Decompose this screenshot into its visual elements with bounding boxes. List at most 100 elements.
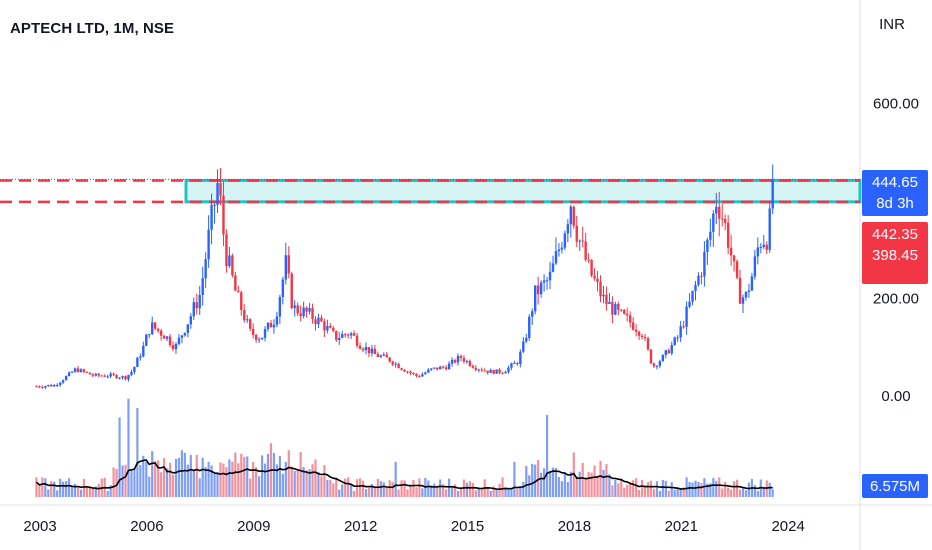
candle-body [528, 316, 531, 338]
volume-bar [201, 457, 204, 497]
candle-body [263, 329, 267, 338]
volume-bar [216, 472, 219, 497]
candle-body [519, 351, 522, 365]
volume-bar [44, 478, 47, 497]
candle-body [483, 370, 486, 372]
candle-body [76, 368, 80, 373]
volume-bar [421, 488, 424, 497]
candle-body [545, 280, 549, 282]
level-price-label-text: 398.45 [872, 247, 918, 264]
candle-body [548, 271, 552, 281]
candle-body [64, 376, 68, 381]
candle-body [341, 334, 344, 338]
volume-bar [79, 489, 83, 497]
volume-bar [382, 482, 385, 497]
candle-body [649, 349, 653, 364]
volume-bar [658, 490, 661, 497]
volume-bar [548, 470, 552, 497]
candle-body [302, 307, 305, 317]
volume-bar [700, 483, 703, 497]
volume-bar [228, 459, 231, 497]
volume-bar [477, 487, 480, 497]
volume-bar [38, 484, 41, 497]
candle-body [61, 380, 65, 383]
candle-body [533, 285, 537, 312]
volume-bar [255, 467, 258, 497]
candle-body [311, 308, 314, 320]
candle-body [747, 290, 751, 292]
candle-body [590, 259, 593, 276]
candle-body [623, 309, 626, 314]
candle-body [246, 319, 249, 321]
volume-bar [41, 477, 44, 497]
volume-bar [293, 470, 296, 497]
volume-bar [347, 477, 350, 497]
volume-bar [706, 483, 709, 497]
candle-body [605, 294, 608, 304]
candle-body [100, 375, 103, 377]
volume-bar [545, 415, 549, 497]
candle-body [79, 369, 83, 373]
candle-body [578, 240, 581, 242]
volume-bar [76, 488, 80, 497]
volume-bar [409, 485, 412, 497]
volume-bar [189, 454, 192, 497]
volume-bar [106, 491, 109, 497]
candle-body [421, 374, 424, 377]
volume-bar [747, 482, 751, 497]
candle-body [385, 354, 388, 358]
candle-body [682, 326, 685, 328]
candle-body [628, 315, 632, 323]
volume-bar [240, 453, 243, 497]
volume-bar [243, 456, 246, 497]
candle-body [192, 302, 195, 317]
volume-bar [112, 467, 115, 497]
candle-body [480, 369, 483, 371]
x-tick-label: 2015 [451, 518, 484, 535]
candle-body [608, 301, 611, 304]
candle-body [47, 384, 50, 387]
volume-bar [53, 481, 56, 497]
candle-body [516, 362, 519, 365]
volume-bar [721, 488, 724, 497]
candle-body [474, 367, 478, 370]
candle-body [133, 366, 136, 372]
candle-body [444, 367, 448, 370]
candle-body [228, 255, 231, 267]
candle-body [287, 255, 290, 274]
volume-bar [569, 471, 572, 497]
candle-body [293, 305, 296, 309]
candle-body [85, 371, 89, 373]
volume-bar [453, 484, 457, 497]
candle-body [753, 256, 757, 277]
candle-body [109, 373, 112, 377]
volume-bar [160, 472, 163, 497]
candle-body [136, 357, 139, 367]
candle-body [741, 297, 745, 304]
candle-body [254, 334, 258, 340]
candle-body [358, 345, 362, 349]
candle-body [97, 373, 100, 376]
candle-body [569, 206, 573, 225]
candle-body [670, 344, 673, 354]
candle-body [450, 359, 454, 364]
candle-body [269, 322, 273, 328]
volume-bar [237, 463, 240, 497]
candle-body [142, 345, 145, 357]
volume-bar [311, 464, 314, 497]
volume-bar [109, 485, 112, 497]
candle-body [685, 306, 688, 327]
candle-body [557, 249, 561, 252]
volume-bar [712, 478, 715, 497]
candle-body [222, 195, 225, 235]
volume-bar [551, 467, 555, 497]
volume-bar [415, 487, 418, 497]
volume-bar [151, 451, 154, 497]
volume-bar [222, 463, 225, 497]
volume-bar [626, 484, 629, 497]
candle-body [379, 355, 383, 357]
volume-bar [590, 472, 593, 497]
candle-body [726, 222, 730, 248]
